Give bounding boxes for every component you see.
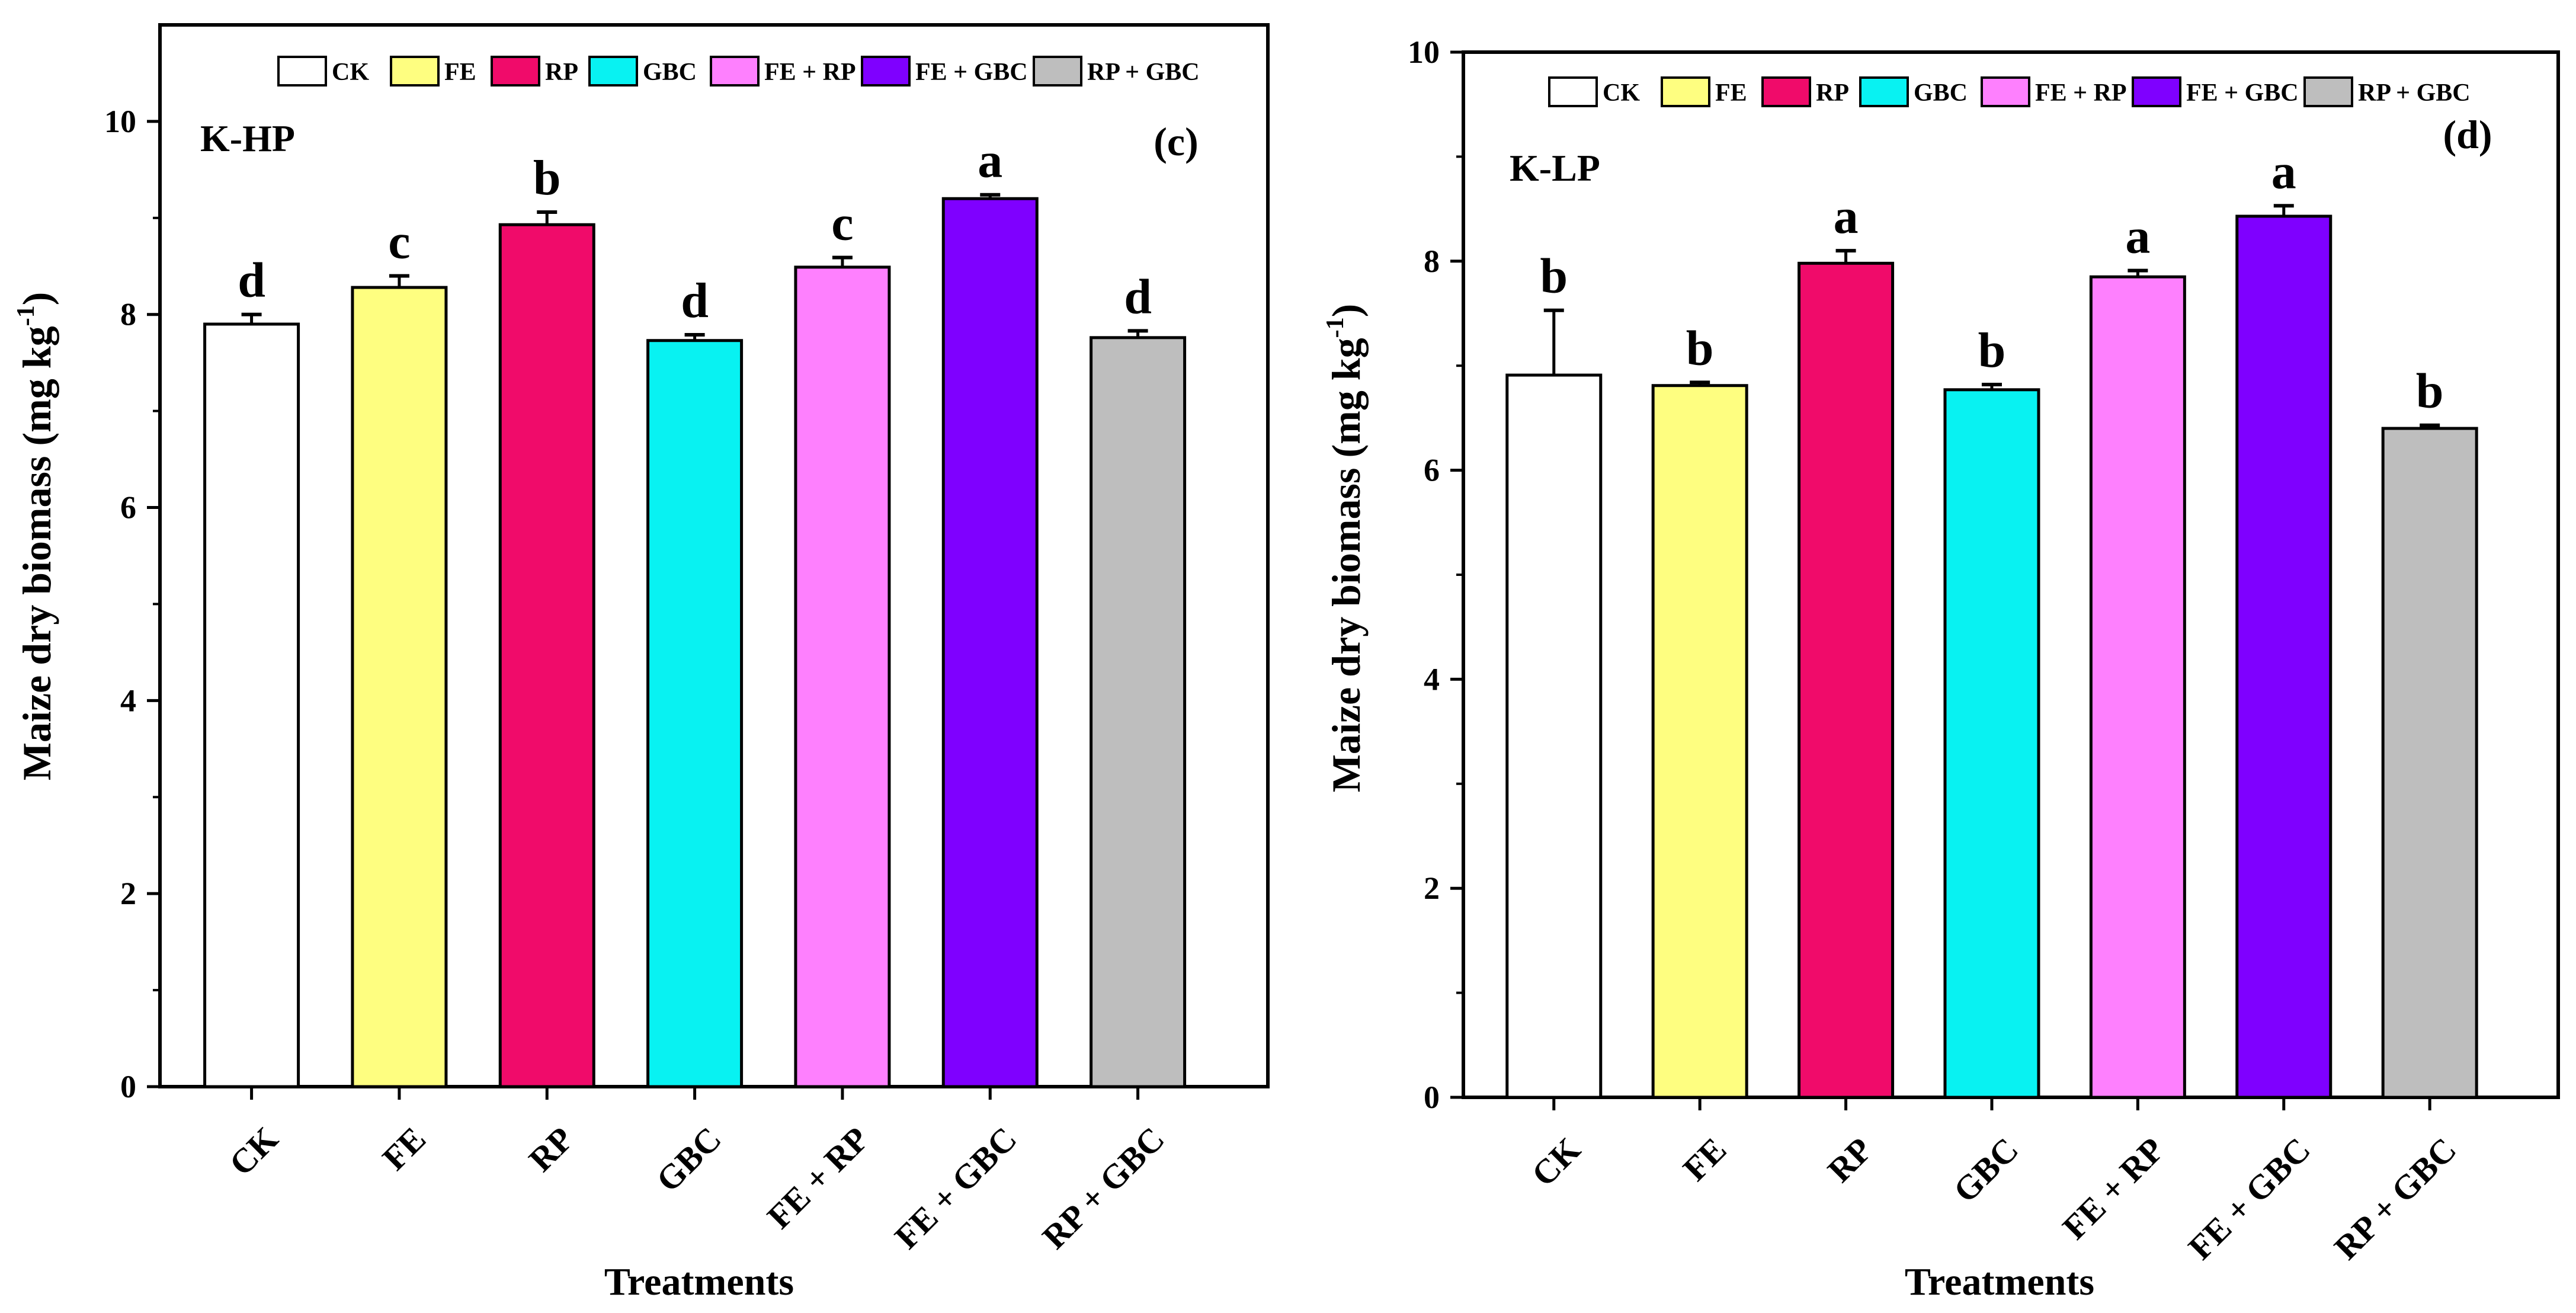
bar-gbc xyxy=(646,339,744,1088)
x-tick-label: FE + GBC xyxy=(887,1119,1024,1256)
legend-swatch xyxy=(2132,76,2181,107)
legend-label: CK xyxy=(1603,79,1640,107)
legend-swatch xyxy=(491,56,540,87)
legend-label: FE + RP xyxy=(2035,79,2127,107)
legend-swatch xyxy=(1761,76,1811,107)
bar-ck xyxy=(203,322,300,1088)
legend-label: RP xyxy=(1816,79,1849,107)
y-tick-label: 6 xyxy=(120,490,136,526)
legend-label: FE + RP xyxy=(764,59,856,86)
significance-letter: a xyxy=(2271,144,2296,199)
legend-swatch xyxy=(277,56,327,87)
x-tick-label: FE + RP xyxy=(760,1119,876,1236)
panel-d-k-lp: 0 2 4 6 8 10 b CK b FE a RP b GBC a FE + RP a FE + GBC b RP… xyxy=(1322,34,2560,1304)
legend-label: GBC xyxy=(1914,79,1968,107)
significance-letter: b xyxy=(1686,321,1714,376)
y-tick-label: 10 xyxy=(1408,34,1440,70)
y-tick-label: 2 xyxy=(120,876,136,911)
x-tick-label: GBC xyxy=(1946,1130,2026,1210)
x-tick-label: FE xyxy=(375,1119,433,1177)
x-tick-label: CK xyxy=(222,1119,285,1183)
y-tick-label: 2 xyxy=(1424,870,1440,906)
x-axis-title: Treatments xyxy=(1905,1260,2094,1304)
panel-title: K-LP xyxy=(1510,147,1600,189)
y-axis: 0 2 4 6 8 10 xyxy=(1408,34,1463,1115)
y-axis-title: Maize dry biomass (mg kg-1) xyxy=(12,292,59,780)
significance-letter: b xyxy=(1978,323,2006,378)
bar-fe xyxy=(351,286,448,1088)
y-tick-label: 0 xyxy=(1424,1080,1440,1115)
x-tick-label: CK xyxy=(1524,1130,1587,1193)
bar-fe-gbc xyxy=(941,197,1039,1088)
x-tick-label: RP + GBC xyxy=(1035,1119,1172,1256)
y-tick-label: 4 xyxy=(1424,661,1440,697)
legend: CK FE RP GBC FE + RP FE + GBC RP + GBC xyxy=(277,56,1200,87)
legend-label: FE + GBC xyxy=(2186,79,2299,107)
y-axis-title: Maize dry biomass (mg kg-1) xyxy=(1322,304,1369,792)
significance-letter: b xyxy=(2416,364,2444,419)
significance-letter: a xyxy=(978,133,1002,188)
y-tick-label: 10 xyxy=(104,104,136,139)
legend-label: FE xyxy=(444,59,476,86)
legend-swatch xyxy=(861,56,911,87)
y-tick-label: 4 xyxy=(120,683,136,718)
x-axis-title: Treatments xyxy=(604,1260,794,1304)
legend-label: FE + GBC xyxy=(915,59,1028,86)
legend-swatch xyxy=(1548,76,1598,107)
legend-swatch xyxy=(1981,76,2030,107)
significance-letter: b xyxy=(533,150,561,206)
significance-letter: d xyxy=(238,253,265,308)
bars: b CK b FE a RP b GBC a FE + RP a FE + GBC b RP + GBC xyxy=(1505,144,2478,1267)
x-tick-label: FE xyxy=(1675,1130,1734,1188)
x-tick-label: GBC xyxy=(649,1119,729,1199)
bar-rp-gbc xyxy=(1090,336,1187,1088)
legend-label: RP + GBC xyxy=(1087,59,1200,86)
y-tick-label: 6 xyxy=(1424,453,1440,488)
legend-label: GBC xyxy=(643,59,697,86)
x-tick-label: RP xyxy=(521,1119,581,1179)
panel-label: (d) xyxy=(2443,112,2492,157)
significance-letter: d xyxy=(681,273,709,328)
legend-swatch xyxy=(1661,76,1710,107)
bar-rp-gbc xyxy=(2381,427,2478,1099)
significance-letter: d xyxy=(1124,269,1152,324)
y-tick-label: 8 xyxy=(120,297,136,332)
legend-label: FE xyxy=(1715,79,1747,107)
bar-gbc xyxy=(1943,388,2040,1099)
y-tick-label: 8 xyxy=(1424,244,1440,279)
x-tick-label: RP xyxy=(1820,1130,1880,1190)
bars: d CK c FE b RP d GBC c FE + RP a FE + GBC d RP + GBC xyxy=(203,133,1187,1256)
bar-ck xyxy=(1505,373,1603,1099)
panel-label: (c) xyxy=(1154,119,1198,164)
panel-c-k-hp: 0 2 4 6 8 10 d CK c FE b RP d GBC c FE + RP a FE + GBC d RP… xyxy=(12,23,1270,1304)
significance-letter: c xyxy=(831,196,853,251)
bar-fe xyxy=(1651,384,1748,1099)
bar-fe-rp xyxy=(794,265,891,1088)
legend-swatch xyxy=(1033,56,1082,87)
significance-letter: a xyxy=(2125,209,2150,264)
significance-letter: c xyxy=(388,214,410,270)
x-tick-label: FE + GBC xyxy=(2181,1130,2318,1267)
y-axis: 0 2 4 6 8 10 xyxy=(104,104,160,1104)
y-tick-label: 0 xyxy=(120,1069,136,1104)
legend-swatch xyxy=(588,56,638,87)
legend-label: RP xyxy=(545,59,578,86)
x-tick-label: RP + GBC xyxy=(2327,1130,2463,1267)
legend-swatch xyxy=(710,56,760,87)
significance-letter: a xyxy=(1834,189,1859,244)
significance-letter: b xyxy=(1540,249,1568,304)
legend-label: RP + GBC xyxy=(2358,79,2471,107)
legend-swatch xyxy=(2303,76,2353,107)
x-tick-label: FE + RP xyxy=(2055,1130,2172,1247)
legend-swatch xyxy=(1859,76,1909,107)
bar-rp xyxy=(1798,261,1895,1099)
bar-fe-rp xyxy=(2089,275,2186,1099)
panel-title: K-HP xyxy=(200,117,295,159)
legend-label: CK xyxy=(332,59,369,86)
bar-rp xyxy=(498,223,595,1088)
legend: CK FE RP GBC FE + RP FE + GBC RP + GBC xyxy=(1548,76,2471,107)
bar-fe-gbc xyxy=(2235,214,2333,1099)
legend-swatch xyxy=(390,56,440,87)
